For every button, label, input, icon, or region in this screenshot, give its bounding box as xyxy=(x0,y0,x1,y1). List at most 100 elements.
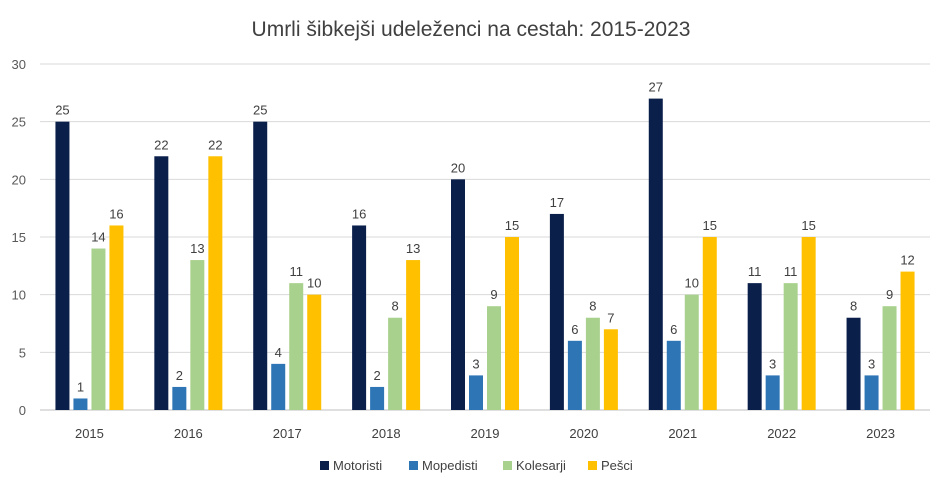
data-label: 20 xyxy=(451,160,465,175)
bar-kolesarji-2019 xyxy=(487,306,501,410)
data-label: 6 xyxy=(670,322,677,337)
bar-motoristi-2020 xyxy=(549,213,564,410)
bar-motoristi-2015 xyxy=(55,121,70,411)
y-axis: 0 5 10 15 20 25 30 xyxy=(12,57,26,418)
legend-swatch xyxy=(503,461,512,470)
data-label: 10 xyxy=(307,276,321,291)
bar-mopedisti-2015 xyxy=(73,398,88,410)
bar-mopedisti-2021 xyxy=(666,340,681,410)
bar-mopedisti-2023 xyxy=(864,375,879,410)
legend-label: Pešci xyxy=(601,458,633,473)
y-tick-label: 30 xyxy=(12,57,26,72)
bar-mopedisti-2020 xyxy=(567,340,582,410)
bar-mopedisti-2019 xyxy=(469,375,483,410)
x-axis: 2015 2016 2017 2018 2019 2020 2021 2022 2023 xyxy=(75,426,895,441)
bar-pešci-2018 xyxy=(406,260,421,410)
legend-label: Kolesarji xyxy=(516,458,566,473)
bar-motoristi-2018 xyxy=(352,225,367,410)
data-label: 22 xyxy=(154,137,168,152)
gridlines xyxy=(40,63,930,411)
data-label: 1 xyxy=(77,379,84,394)
x-tick-label: 2019 xyxy=(471,426,500,441)
x-tick-label: 2022 xyxy=(767,426,796,441)
data-label: 2 xyxy=(373,368,380,383)
data-label: 9 xyxy=(490,287,497,302)
x-tick-label: 2020 xyxy=(569,426,598,441)
bar-kolesarji-2018 xyxy=(388,317,403,410)
bar-motoristi-2019 xyxy=(451,179,465,410)
data-label: 14 xyxy=(91,230,105,245)
data-label: 8 xyxy=(391,299,398,314)
x-tick-label: 2023 xyxy=(866,426,895,441)
data-label: 15 xyxy=(801,218,815,233)
x-tick-label: 2017 xyxy=(273,426,302,441)
data-label: 11 xyxy=(289,264,303,279)
data-label: 25 xyxy=(55,103,69,118)
data-label: 3 xyxy=(769,356,776,371)
data-label: 7 xyxy=(607,310,614,325)
data-label: 27 xyxy=(649,80,663,95)
bar-motoristi-2021 xyxy=(648,98,663,410)
bar-pešci-2015 xyxy=(109,225,124,410)
bar-kolesarji-2023 xyxy=(882,306,897,410)
bar-pešci-2016 xyxy=(208,156,223,410)
data-label: 9 xyxy=(886,287,893,302)
bar-mopedisti-2017 xyxy=(271,363,286,410)
y-tick-label: 5 xyxy=(19,345,26,360)
bar-kolesarji-2020 xyxy=(585,317,600,410)
data-label: 13 xyxy=(190,241,204,256)
data-label: 6 xyxy=(571,322,578,337)
data-label: 25 xyxy=(253,103,267,118)
bar-pešci-2023 xyxy=(900,271,915,410)
y-tick-label: 0 xyxy=(19,403,26,418)
x-tick-label: 2016 xyxy=(174,426,203,441)
x-tick-label: 2021 xyxy=(668,426,697,441)
data-label: 2 xyxy=(176,368,183,383)
bar-pešci-2017 xyxy=(307,294,322,410)
bar-mopedisti-2016 xyxy=(172,386,187,410)
data-label: 3 xyxy=(472,356,479,371)
bar-mopedisti-2022 xyxy=(765,375,780,410)
bar-pešci-2019 xyxy=(505,237,519,410)
bars xyxy=(55,98,915,411)
data-label: 13 xyxy=(406,241,420,256)
data-labels: 2511416222132225411101628132039151768727… xyxy=(55,80,915,395)
legend-label: Motoristi xyxy=(333,458,382,473)
y-tick-label: 15 xyxy=(12,230,26,245)
data-label: 11 xyxy=(784,264,798,279)
x-tick-label: 2015 xyxy=(75,426,104,441)
bar-motoristi-2023 xyxy=(846,317,861,410)
legend-swatch xyxy=(588,461,597,470)
bar-pešci-2020 xyxy=(603,329,618,410)
bar-motoristi-2016 xyxy=(154,156,169,410)
bar-motoristi-2017 xyxy=(253,121,268,411)
bar-pešci-2021 xyxy=(702,237,717,410)
bar-kolesarji-2022 xyxy=(783,283,798,410)
y-tick-label: 20 xyxy=(12,172,26,187)
y-tick-label: 10 xyxy=(12,288,26,303)
data-label: 8 xyxy=(589,299,596,314)
bar-pešci-2022 xyxy=(801,237,816,410)
legend-swatch xyxy=(409,461,418,470)
data-label: 8 xyxy=(850,299,857,314)
bar-kolesarji-2021 xyxy=(684,294,699,410)
data-label: 16 xyxy=(352,206,366,221)
data-label: 22 xyxy=(208,137,222,152)
bar-kolesarji-2015 xyxy=(91,248,106,410)
data-label: 12 xyxy=(900,253,914,268)
data-label: 15 xyxy=(505,218,519,233)
bar-motoristi-2022 xyxy=(747,283,762,410)
bar-kolesarji-2017 xyxy=(289,283,304,410)
data-label: 4 xyxy=(275,345,282,360)
legend-label: Mopedisti xyxy=(422,458,478,473)
legend-swatch xyxy=(320,461,329,470)
bar-kolesarji-2016 xyxy=(190,260,205,410)
chart-title: Umrli šibkejši udeleženci na cestah: 201… xyxy=(252,18,691,41)
x-tick-label: 2018 xyxy=(372,426,401,441)
data-label: 16 xyxy=(109,206,123,221)
data-label: 3 xyxy=(868,356,875,371)
data-label: 10 xyxy=(685,276,699,291)
bar-mopedisti-2018 xyxy=(370,386,385,410)
